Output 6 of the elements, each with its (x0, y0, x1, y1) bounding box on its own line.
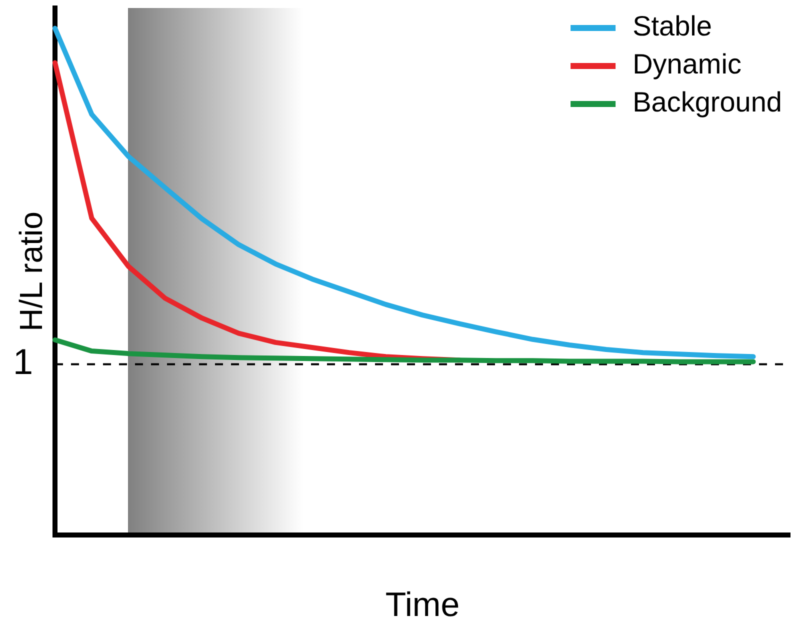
legend-label: Dynamic (632, 48, 742, 80)
x-axis-title: Time (385, 586, 460, 624)
y-axis-title: H/L ratio (13, 212, 50, 332)
legend-label: Background (632, 86, 782, 118)
text: 1 (12, 341, 33, 382)
legend-label: Stable (632, 10, 712, 42)
